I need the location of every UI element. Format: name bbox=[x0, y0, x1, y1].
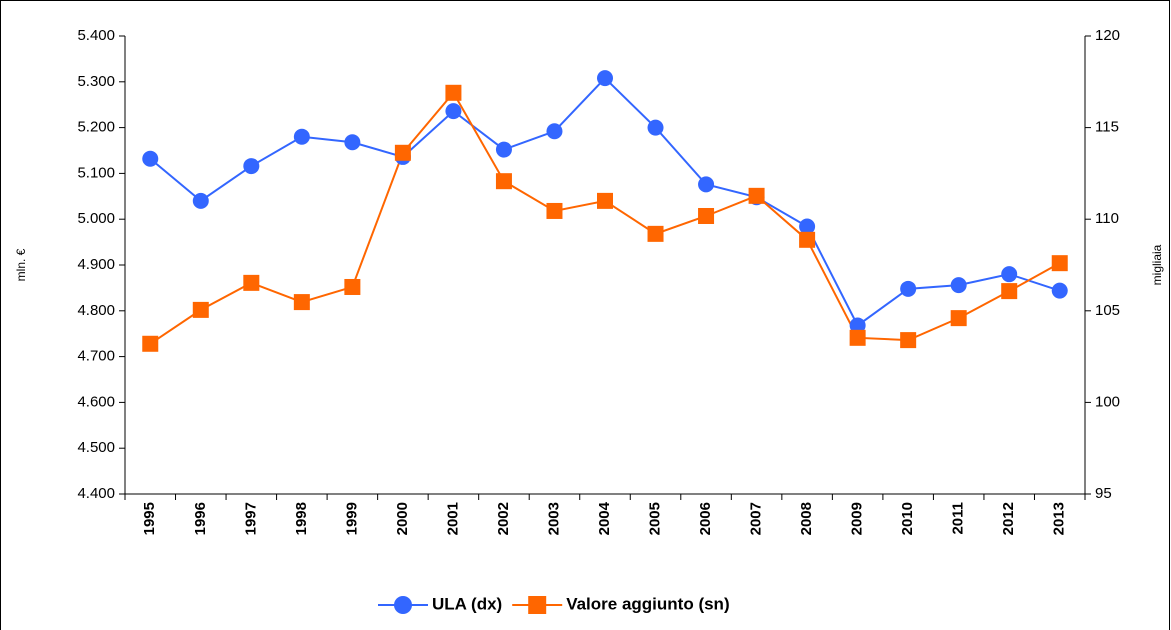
y-tick-label: 5.200 bbox=[77, 119, 115, 136]
y2-tick-label: 100 bbox=[1095, 393, 1120, 410]
marker bbox=[597, 70, 613, 87]
x-tick-label: 2002 bbox=[495, 502, 512, 535]
x-tick-label: 2007 bbox=[748, 502, 765, 535]
marker bbox=[142, 150, 159, 167]
y2-tick-label: 120 bbox=[1095, 27, 1120, 44]
marker bbox=[546, 123, 563, 140]
x-tick-label: 2011 bbox=[950, 502, 967, 535]
y-tick-label: 4.800 bbox=[77, 302, 115, 319]
marker bbox=[950, 310, 967, 327]
y2-tick-label: 95 bbox=[1095, 485, 1112, 502]
x-tick-label: 2004 bbox=[596, 501, 613, 535]
x-tick-label: 1997 bbox=[242, 502, 259, 535]
marker bbox=[192, 301, 209, 318]
x-tick-label: 1998 bbox=[293, 502, 310, 535]
marker bbox=[698, 207, 715, 224]
y-tick-label: 5.300 bbox=[77, 73, 115, 90]
y-tick-label: 4.400 bbox=[77, 485, 115, 502]
x-tick-label: 2005 bbox=[646, 502, 663, 535]
x-tick-label: 1999 bbox=[343, 502, 360, 535]
marker bbox=[849, 317, 866, 334]
x-tick-label: 2003 bbox=[545, 502, 562, 535]
marker bbox=[597, 192, 613, 209]
marker bbox=[344, 134, 361, 151]
x-tick-label: 2000 bbox=[394, 502, 411, 535]
x-tick-label: 2006 bbox=[697, 502, 714, 535]
legend-marker bbox=[528, 596, 547, 614]
y-tick-label: 5.400 bbox=[77, 27, 115, 44]
x-tick-label: 2001 bbox=[444, 502, 461, 535]
marker bbox=[647, 225, 664, 242]
marker bbox=[1001, 283, 1018, 300]
marker bbox=[950, 277, 967, 294]
marker bbox=[142, 335, 159, 352]
marker bbox=[1051, 282, 1068, 299]
marker bbox=[243, 274, 260, 291]
marker bbox=[243, 158, 260, 175]
marker bbox=[799, 218, 816, 235]
y2-axis-label: migliaia bbox=[1150, 244, 1164, 285]
y-tick-label: 4.600 bbox=[77, 393, 115, 410]
y2-tick-label: 105 bbox=[1095, 302, 1120, 319]
line bbox=[149, 91, 1061, 345]
marker bbox=[748, 187, 765, 204]
marker bbox=[900, 332, 917, 349]
marker bbox=[900, 280, 917, 297]
x-tick-label: 2012 bbox=[1000, 502, 1017, 535]
marker bbox=[698, 176, 715, 193]
y2-tick-label: 115 bbox=[1095, 119, 1119, 136]
legend-label: Valore aggiunto (sn) bbox=[566, 594, 729, 613]
x-tick-label: 2013 bbox=[1051, 502, 1068, 535]
marker bbox=[849, 329, 866, 346]
x-tick-label: 2009 bbox=[849, 502, 866, 535]
x-tick-label: 2010 bbox=[899, 502, 916, 535]
marker bbox=[192, 192, 209, 209]
marker bbox=[293, 294, 310, 311]
marker bbox=[394, 144, 411, 161]
x-tick-label: 2008 bbox=[798, 502, 815, 535]
marker bbox=[344, 278, 361, 295]
marker bbox=[1001, 266, 1018, 283]
marker bbox=[495, 141, 512, 158]
marker bbox=[647, 119, 664, 136]
marker bbox=[293, 128, 310, 145]
marker bbox=[495, 173, 512, 190]
legend-marker bbox=[394, 596, 412, 614]
y-axis-label: mln. € bbox=[14, 248, 28, 281]
y-tick-label: 5.100 bbox=[77, 164, 115, 181]
legend-label: ULA (dx) bbox=[432, 594, 502, 613]
y-tick-label: 4.500 bbox=[77, 439, 115, 456]
marker bbox=[445, 103, 462, 120]
x-tick-label: 1995 bbox=[141, 502, 158, 535]
marker bbox=[1051, 255, 1068, 272]
y-tick-label: 4.700 bbox=[77, 348, 115, 365]
y-tick-label: 4.900 bbox=[77, 256, 115, 273]
marker bbox=[546, 202, 563, 219]
marker bbox=[445, 84, 462, 101]
marker bbox=[799, 231, 816, 248]
y2-tick-label: 110 bbox=[1095, 210, 1119, 227]
y-tick-label: 5.000 bbox=[77, 210, 115, 227]
x-tick-label: 1996 bbox=[192, 502, 209, 535]
